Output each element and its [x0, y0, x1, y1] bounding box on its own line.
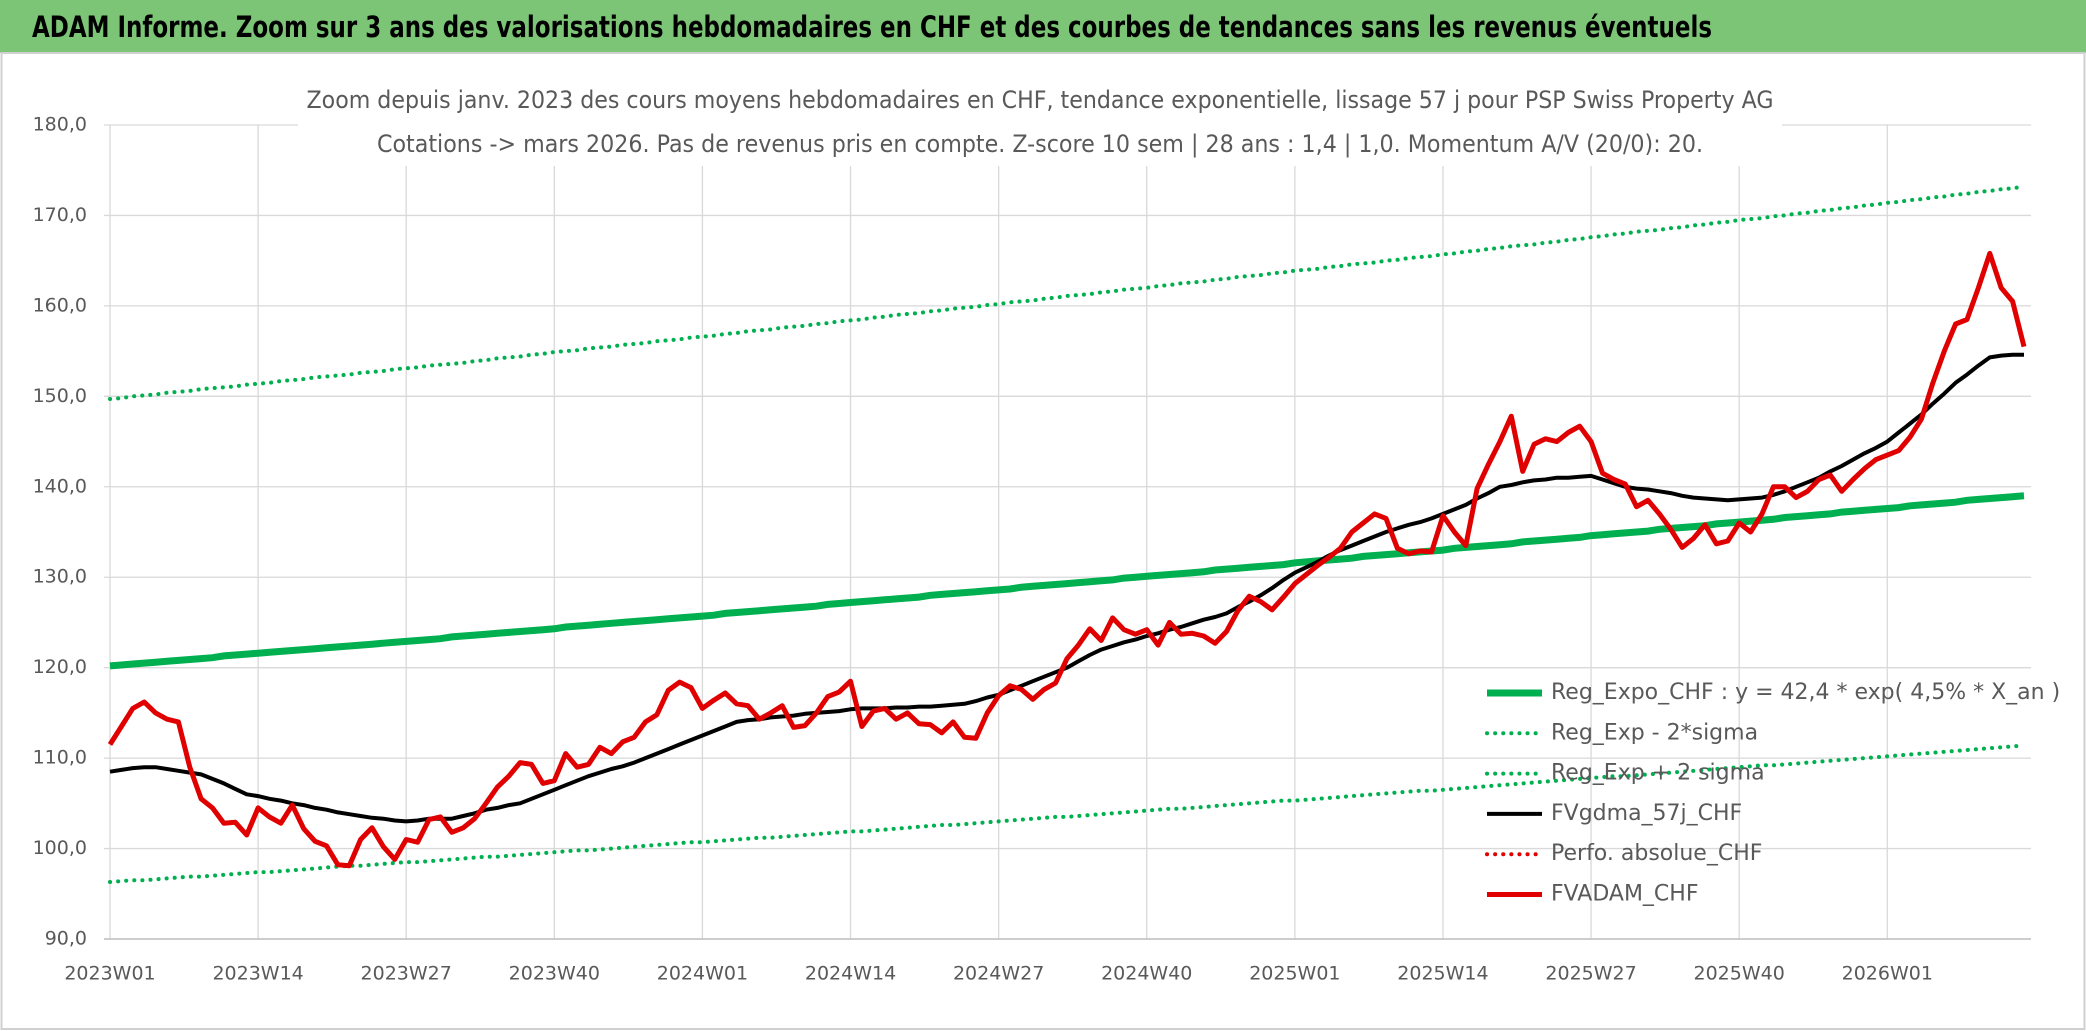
x-tick-label: 2024W14	[805, 963, 896, 985]
x-tick-label: 2024W01	[657, 963, 748, 985]
series-line	[107, 250, 2027, 869]
x-tick-label: 2025W01	[1249, 963, 1340, 985]
x-tick-label: 2024W40	[1101, 963, 1192, 985]
y-tick-label: 150,0	[33, 385, 87, 407]
title-bg	[298, 80, 1782, 166]
series-line	[108, 184, 2026, 401]
y-tick-label: 180,0	[33, 114, 87, 136]
legend-label: Reg_Expo_CHF : y = 42,4 * exp( 4,5% * X_…	[1551, 680, 2060, 705]
chart-subtitle: Cotations -> mars 2026. Pas de revenus p…	[377, 130, 1703, 158]
x-tick-label: 2025W40	[1694, 963, 1785, 985]
legend-label: Reg_Exp - 2*sigma	[1551, 720, 1758, 745]
banner-title: ADAM Informe. Zoom sur 3 ans des valoris…	[32, 10, 1712, 44]
x-tick-label: 2023W01	[64, 963, 155, 985]
y-tick-label: 130,0	[33, 566, 87, 588]
x-tick-label: 2026W01	[1842, 963, 1933, 985]
y-tick-label: 170,0	[33, 204, 87, 226]
x-tick-label: 2023W14	[212, 963, 303, 985]
banner-bg	[0, 0, 2086, 53]
x-tick-label: 2025W14	[1397, 963, 1488, 985]
chart-title: Zoom depuis janv. 2023 des cours moyens …	[307, 86, 1774, 114]
y-tick-label: 110,0	[33, 747, 87, 769]
y-tick-label: 160,0	[33, 294, 87, 316]
legend-label: Perfo. absolue_CHF	[1551, 841, 1762, 866]
x-tick-label: 2025W27	[1545, 963, 1636, 985]
legend-label: Reg_Exp + 2 sigma	[1551, 761, 1765, 786]
y-tick-label: 90,0	[45, 928, 87, 950]
legend-label: FVgdma_57j_CHF	[1551, 801, 1742, 826]
y-tick-label: 140,0	[33, 475, 87, 497]
x-tick-label: 2023W40	[509, 963, 600, 985]
x-tick-label: 2024W27	[953, 963, 1044, 985]
chart-frame	[0, 52, 2086, 1030]
legend-label: FVADAM_CHF	[1551, 882, 1699, 907]
y-tick-label: 120,0	[33, 656, 87, 678]
x-tick-label: 2023W27	[361, 963, 452, 985]
y-tick-label: 100,0	[33, 837, 87, 859]
